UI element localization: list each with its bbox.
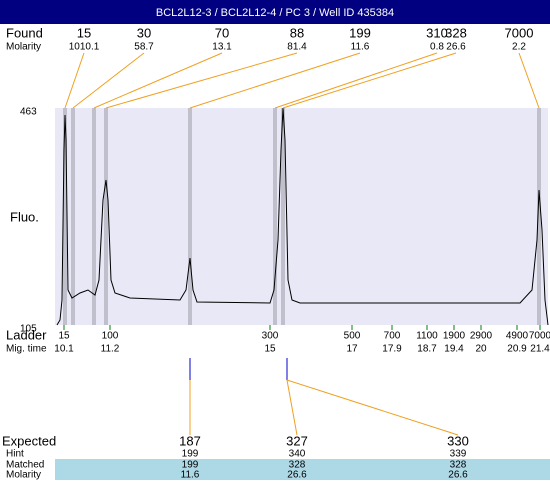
ladder-size: 4900	[506, 331, 529, 342]
ladder-size: 700	[384, 331, 401, 342]
expected-row-label: Hint	[6, 449, 24, 460]
peak-link	[64, 52, 85, 109]
ladder-time: 17.9	[382, 344, 402, 355]
found-size: 15	[77, 25, 91, 40]
ladder-label: Ladder	[6, 327, 47, 342]
ladder-size: 7000	[529, 331, 550, 342]
expected-matched: 199	[182, 460, 199, 471]
peak-band	[63, 108, 67, 325]
ladder-time: 21.4	[530, 344, 550, 355]
peak-band	[537, 108, 541, 325]
peak-band	[273, 108, 277, 325]
expected-link	[286, 379, 298, 436]
expected-molarity: 26.6	[287, 470, 307, 480]
ladder-size: 2900	[470, 331, 493, 342]
expected-link	[286, 379, 459, 436]
plot-area	[55, 108, 548, 325]
found-label: Found	[6, 25, 43, 40]
expected-row-label: Expected	[2, 433, 56, 448]
peak-band	[92, 108, 96, 325]
found-molarity: 11.6	[351, 42, 370, 53]
peak-link	[72, 52, 145, 109]
expected-hint: 199	[182, 449, 199, 460]
y-axis-label: Fluo.	[10, 209, 39, 224]
found-molarity: 0.8	[430, 42, 444, 53]
found-molarity: 1010.1	[69, 42, 100, 53]
found-molarity: 58.7	[134, 42, 154, 53]
ladder-size: 1900	[443, 331, 466, 342]
found-size: 328	[445, 25, 467, 40]
expected-matched: 328	[289, 460, 306, 471]
expected-molarity: 11.6	[181, 470, 200, 480]
found-size: 310	[426, 25, 448, 40]
found-size: 199	[349, 25, 371, 40]
expected-expected: 327	[286, 433, 308, 448]
peak-link	[518, 52, 540, 109]
peak-band	[281, 108, 285, 325]
ladder-size: 300	[262, 331, 279, 342]
ladder-time: 15	[264, 344, 276, 355]
peak-link	[282, 52, 457, 109]
ladder-time: 11.2	[101, 344, 120, 355]
expected-expected: 330	[447, 433, 469, 448]
expected-hint: 340	[289, 449, 306, 460]
peak-link	[105, 52, 298, 109]
peak-band	[188, 108, 192, 325]
expected-row-label: Matched	[6, 460, 44, 471]
found-molarity: 2.2	[512, 42, 526, 53]
ladder-time: 20.9	[507, 344, 527, 355]
peak-link	[274, 52, 438, 109]
mig-time-label: Mig. time	[6, 344, 47, 355]
found-molarity: 26.6	[446, 42, 466, 53]
ladder-time: 18.7	[417, 344, 437, 355]
found-molarity: 13.1	[212, 42, 232, 53]
found-size: 7000	[505, 25, 534, 40]
peak-band	[104, 108, 108, 325]
ladder-time: 20	[475, 344, 487, 355]
title: BCL2L12-3 / BCL2L12-4 / PC 3 / Well ID 4…	[156, 7, 394, 19]
ladder-size: 500	[344, 331, 361, 342]
expected-hint: 339	[450, 449, 467, 460]
expected-row-label: Molarity	[6, 470, 41, 480]
ladder-size: 1100	[416, 331, 438, 342]
found-molarity: 81.4	[287, 42, 307, 53]
expected-expected: 187	[179, 433, 201, 448]
y-bottom-label: 105	[20, 324, 37, 335]
ladder-size: 100	[102, 331, 119, 342]
peak-link	[189, 52, 361, 109]
trace	[56, 107, 549, 326]
expected-matched: 328	[450, 460, 467, 471]
ladder-time: 10.1	[54, 344, 74, 355]
ladder-time: 19.4	[444, 344, 464, 355]
molarity-label: Molarity	[6, 42, 41, 53]
matched-highlight	[55, 459, 550, 480]
ladder-time: 17	[346, 344, 358, 355]
ladder-size: 15	[58, 331, 70, 342]
title-bar	[0, 0, 550, 24]
found-size: 70	[215, 25, 229, 40]
found-size: 88	[290, 25, 304, 40]
y-top-label: 463	[20, 107, 37, 118]
peak-band	[71, 108, 75, 325]
expected-molarity: 26.6	[448, 470, 468, 480]
found-size: 30	[137, 25, 151, 40]
peak-link	[93, 52, 223, 109]
